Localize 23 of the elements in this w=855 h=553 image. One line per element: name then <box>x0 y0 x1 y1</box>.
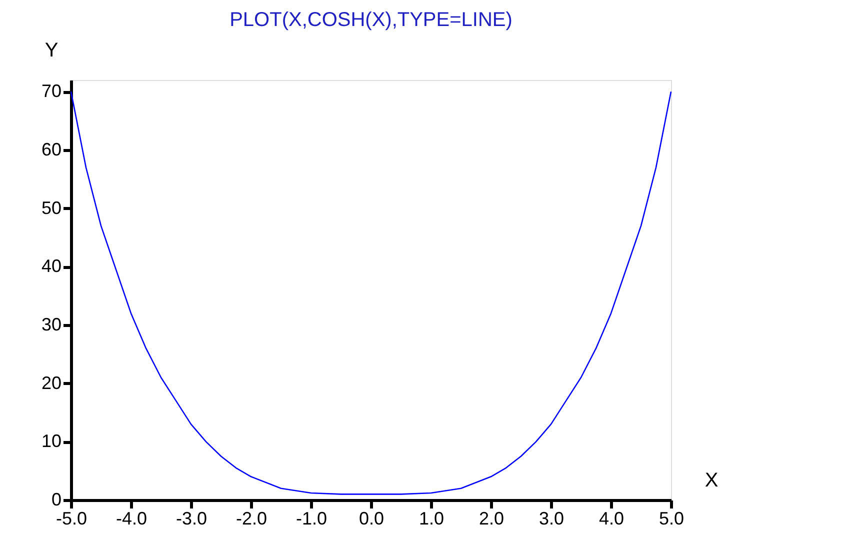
y-axis-title: Y <box>44 40 58 62</box>
y-tick-label: 30 <box>41 314 62 334</box>
line-series <box>70 91 672 495</box>
x-tick-label: -1.0 <box>296 508 328 528</box>
x-tick-label: -5.0 <box>56 508 88 528</box>
x-tick-label: 4.0 <box>598 508 624 528</box>
x-tick-label: 3.0 <box>538 508 564 528</box>
y-tick-label: 20 <box>41 372 62 393</box>
y-tick-label: 70 <box>41 81 62 102</box>
y-tick-label: 50 <box>41 198 62 218</box>
y-tick-label: 40 <box>41 256 62 276</box>
y-tick-label: 0 <box>51 490 62 510</box>
y-tick-label: 10 <box>41 431 62 452</box>
x-tick-label: 2.0 <box>478 508 504 528</box>
x-axis-title: X <box>704 470 718 492</box>
chart-title: PLOT(X,COSH(X),TYPE=LINE) <box>230 9 512 31</box>
y-tick-label: 60 <box>41 140 62 160</box>
x-tick-label: -4.0 <box>116 508 148 528</box>
x-tick-label: 1.0 <box>418 508 444 528</box>
x-tick-label: -2.0 <box>236 508 268 528</box>
x-tick-label: 0.0 <box>358 508 384 528</box>
x-tick-label: -3.0 <box>176 508 208 528</box>
x-tick-label: 5.0 <box>658 508 684 528</box>
